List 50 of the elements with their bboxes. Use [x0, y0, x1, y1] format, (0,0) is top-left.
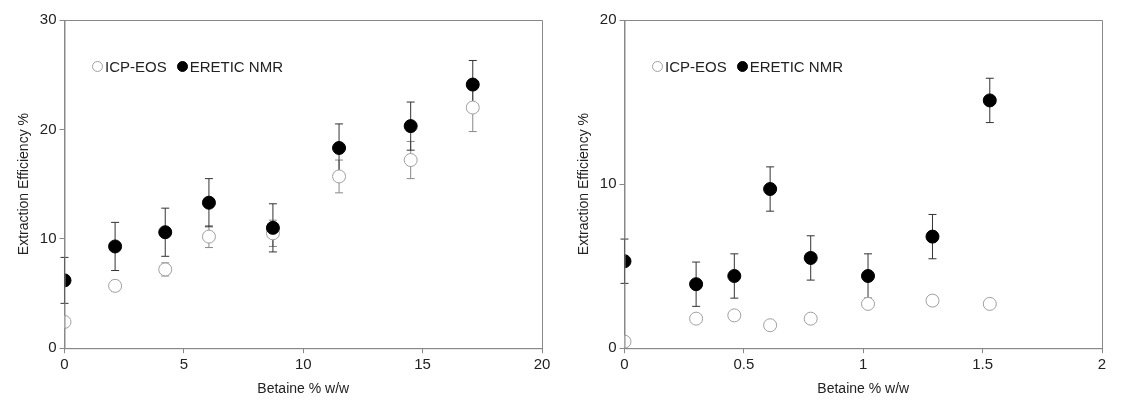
- point: [158, 225, 173, 240]
- y-tick-label: 20: [39, 119, 57, 137]
- point: [982, 93, 997, 108]
- y-tick-label: 10: [599, 174, 617, 192]
- point: [689, 277, 704, 292]
- legend-label: ERETIC NMR: [749, 58, 844, 75]
- point: [465, 77, 480, 92]
- point: [727, 269, 742, 283]
- point: [982, 296, 997, 311]
- point: [803, 250, 818, 265]
- point: [763, 182, 778, 197]
- legend-label: ICP-EOS: [105, 58, 167, 75]
- y-tick-label: 30: [39, 10, 57, 28]
- point: [465, 100, 480, 115]
- point: [265, 220, 280, 235]
- point: [689, 311, 704, 326]
- point: [403, 119, 418, 134]
- point: [403, 153, 418, 168]
- point: [727, 308, 742, 323]
- y-tick-label: 20: [599, 10, 617, 28]
- x-tick-label: 15: [414, 355, 431, 373]
- x-tick-label: 2: [1097, 355, 1107, 373]
- x-tick-label: 5: [179, 355, 189, 373]
- y-tick-label: 0: [608, 338, 617, 356]
- x-tick-label: 1: [859, 355, 868, 373]
- point: [861, 269, 876, 283]
- point: [108, 239, 123, 254]
- x-axis-title: Betaine % w/w: [817, 380, 911, 397]
- x-tick-label: 1.5: [972, 355, 994, 373]
- y-axis-title: Extraction Efficiency %: [575, 113, 592, 256]
- x-tick-label: 10: [294, 355, 312, 373]
- y-tick-label: 10: [39, 228, 57, 246]
- point: [803, 311, 818, 326]
- x-axis-title: Betaine % w/w: [257, 380, 351, 397]
- x-tick-label: 0: [620, 355, 629, 373]
- point: [925, 229, 940, 244]
- point: [332, 169, 347, 184]
- point: [201, 229, 216, 244]
- x-tick-label: 20: [533, 355, 551, 373]
- point: [332, 141, 347, 155]
- x-tick-label: 0: [60, 355, 69, 373]
- y-tick-label: 0: [48, 338, 57, 356]
- legend-label: ERETIC NMR: [189, 58, 284, 75]
- point: [861, 296, 876, 311]
- legend-label: ICP-EOS: [665, 58, 727, 75]
- x-tick-label: 0.5: [733, 355, 755, 373]
- y-axis-title: Extraction Efficiency %: [15, 113, 32, 256]
- point: [201, 195, 216, 210]
- point: [925, 293, 940, 308]
- point: [763, 318, 778, 333]
